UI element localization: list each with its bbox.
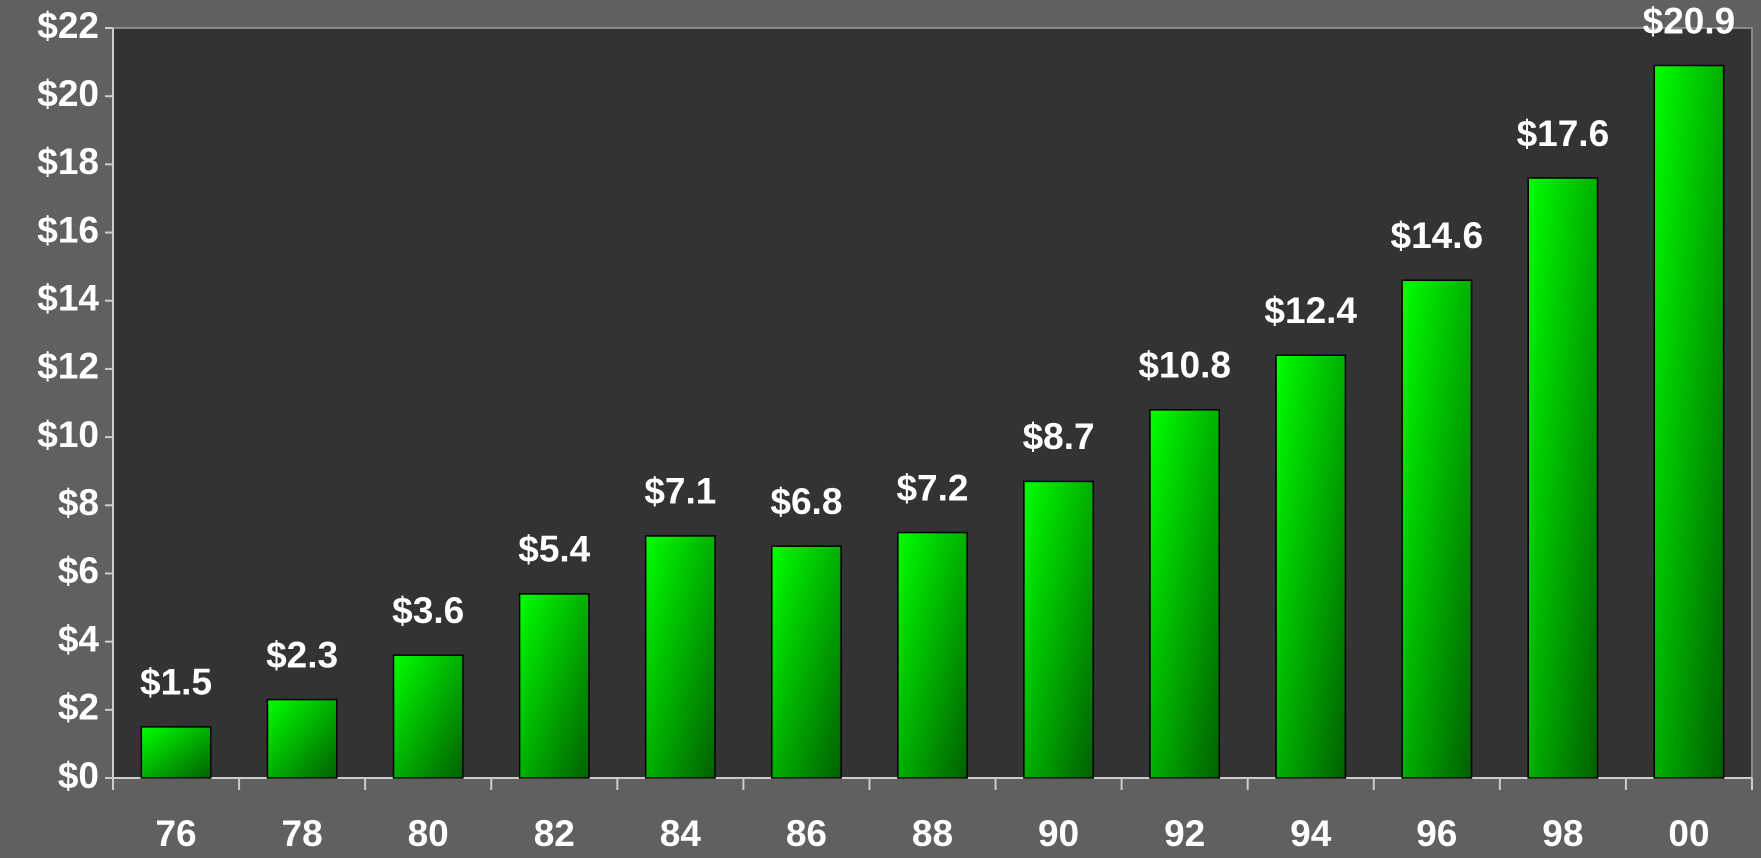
- bar: [392, 654, 464, 779]
- y-tick-label: $20: [37, 73, 99, 114]
- bar: [1149, 409, 1221, 779]
- y-tick-label: $14: [37, 278, 99, 319]
- bar: [1401, 279, 1473, 779]
- bar: [266, 698, 338, 779]
- y-tick-label: $6: [58, 550, 99, 591]
- y-tick-label: $18: [37, 141, 99, 182]
- x-tick-label: 90: [1038, 813, 1079, 854]
- y-tick-label: $12: [37, 346, 99, 387]
- x-tick-label: 86: [786, 813, 827, 854]
- bar: [1023, 480, 1094, 779]
- bar: [140, 726, 212, 779]
- x-tick-label: 88: [912, 813, 953, 854]
- x-tick-label: 84: [660, 813, 702, 854]
- bar: [1527, 177, 1599, 779]
- x-tick-label: 92: [1164, 813, 1205, 854]
- x-tick-label: 94: [1290, 813, 1332, 854]
- bar: [897, 531, 968, 779]
- x-tick-label: 96: [1416, 813, 1457, 854]
- data-label: $1.5: [140, 662, 212, 703]
- y-tick-label: $4: [58, 618, 100, 659]
- data-label: $7.1: [644, 471, 716, 512]
- bar: [1653, 64, 1725, 779]
- bar: [1275, 354, 1347, 779]
- y-tick-label: $22: [37, 5, 99, 46]
- data-label: $8.7: [1023, 416, 1095, 457]
- data-label: $12.4: [1264, 290, 1357, 331]
- data-label: $3.6: [392, 590, 464, 631]
- x-tick-label: 78: [282, 813, 323, 854]
- y-tick-label: $0: [58, 755, 99, 796]
- y-tick-label: $8: [58, 482, 99, 523]
- data-label: $20.9: [1643, 0, 1736, 41]
- data-label: $17.6: [1517, 113, 1610, 154]
- y-tick-label: $16: [37, 209, 99, 250]
- x-tick-label: 80: [408, 813, 449, 854]
- data-label: $10.8: [1138, 345, 1231, 386]
- x-tick-label: 98: [1542, 813, 1583, 854]
- data-label: $5.4: [518, 529, 590, 570]
- x-tick-label: 76: [155, 813, 196, 854]
- data-label: $6.8: [770, 481, 842, 522]
- bar: [644, 535, 716, 779]
- data-label: $7.2: [896, 467, 968, 508]
- bar: [771, 545, 842, 779]
- data-label: $2.3: [266, 634, 338, 675]
- data-label: $14.6: [1391, 215, 1484, 256]
- x-tick-label: 82: [534, 813, 575, 854]
- x-tick-label: 00: [1668, 813, 1709, 854]
- y-tick-label: $2: [58, 687, 99, 728]
- y-tick-label: $10: [37, 414, 99, 455]
- bar: [518, 593, 590, 779]
